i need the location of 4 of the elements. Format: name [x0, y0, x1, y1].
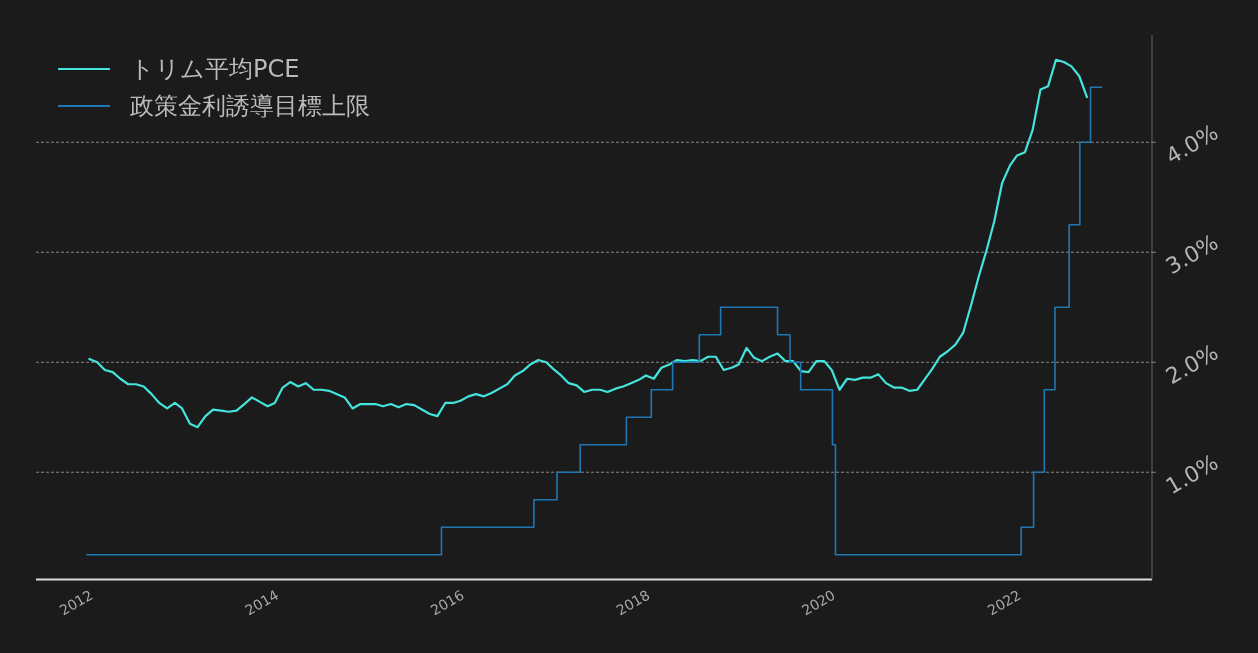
legend-label: 政策金利誘導目標上限 — [130, 90, 370, 122]
line-series — [88, 58, 1089, 429]
y-tick-label: 4.0% — [1161, 119, 1223, 170]
legend-label: トリム平均PCE — [130, 53, 300, 85]
